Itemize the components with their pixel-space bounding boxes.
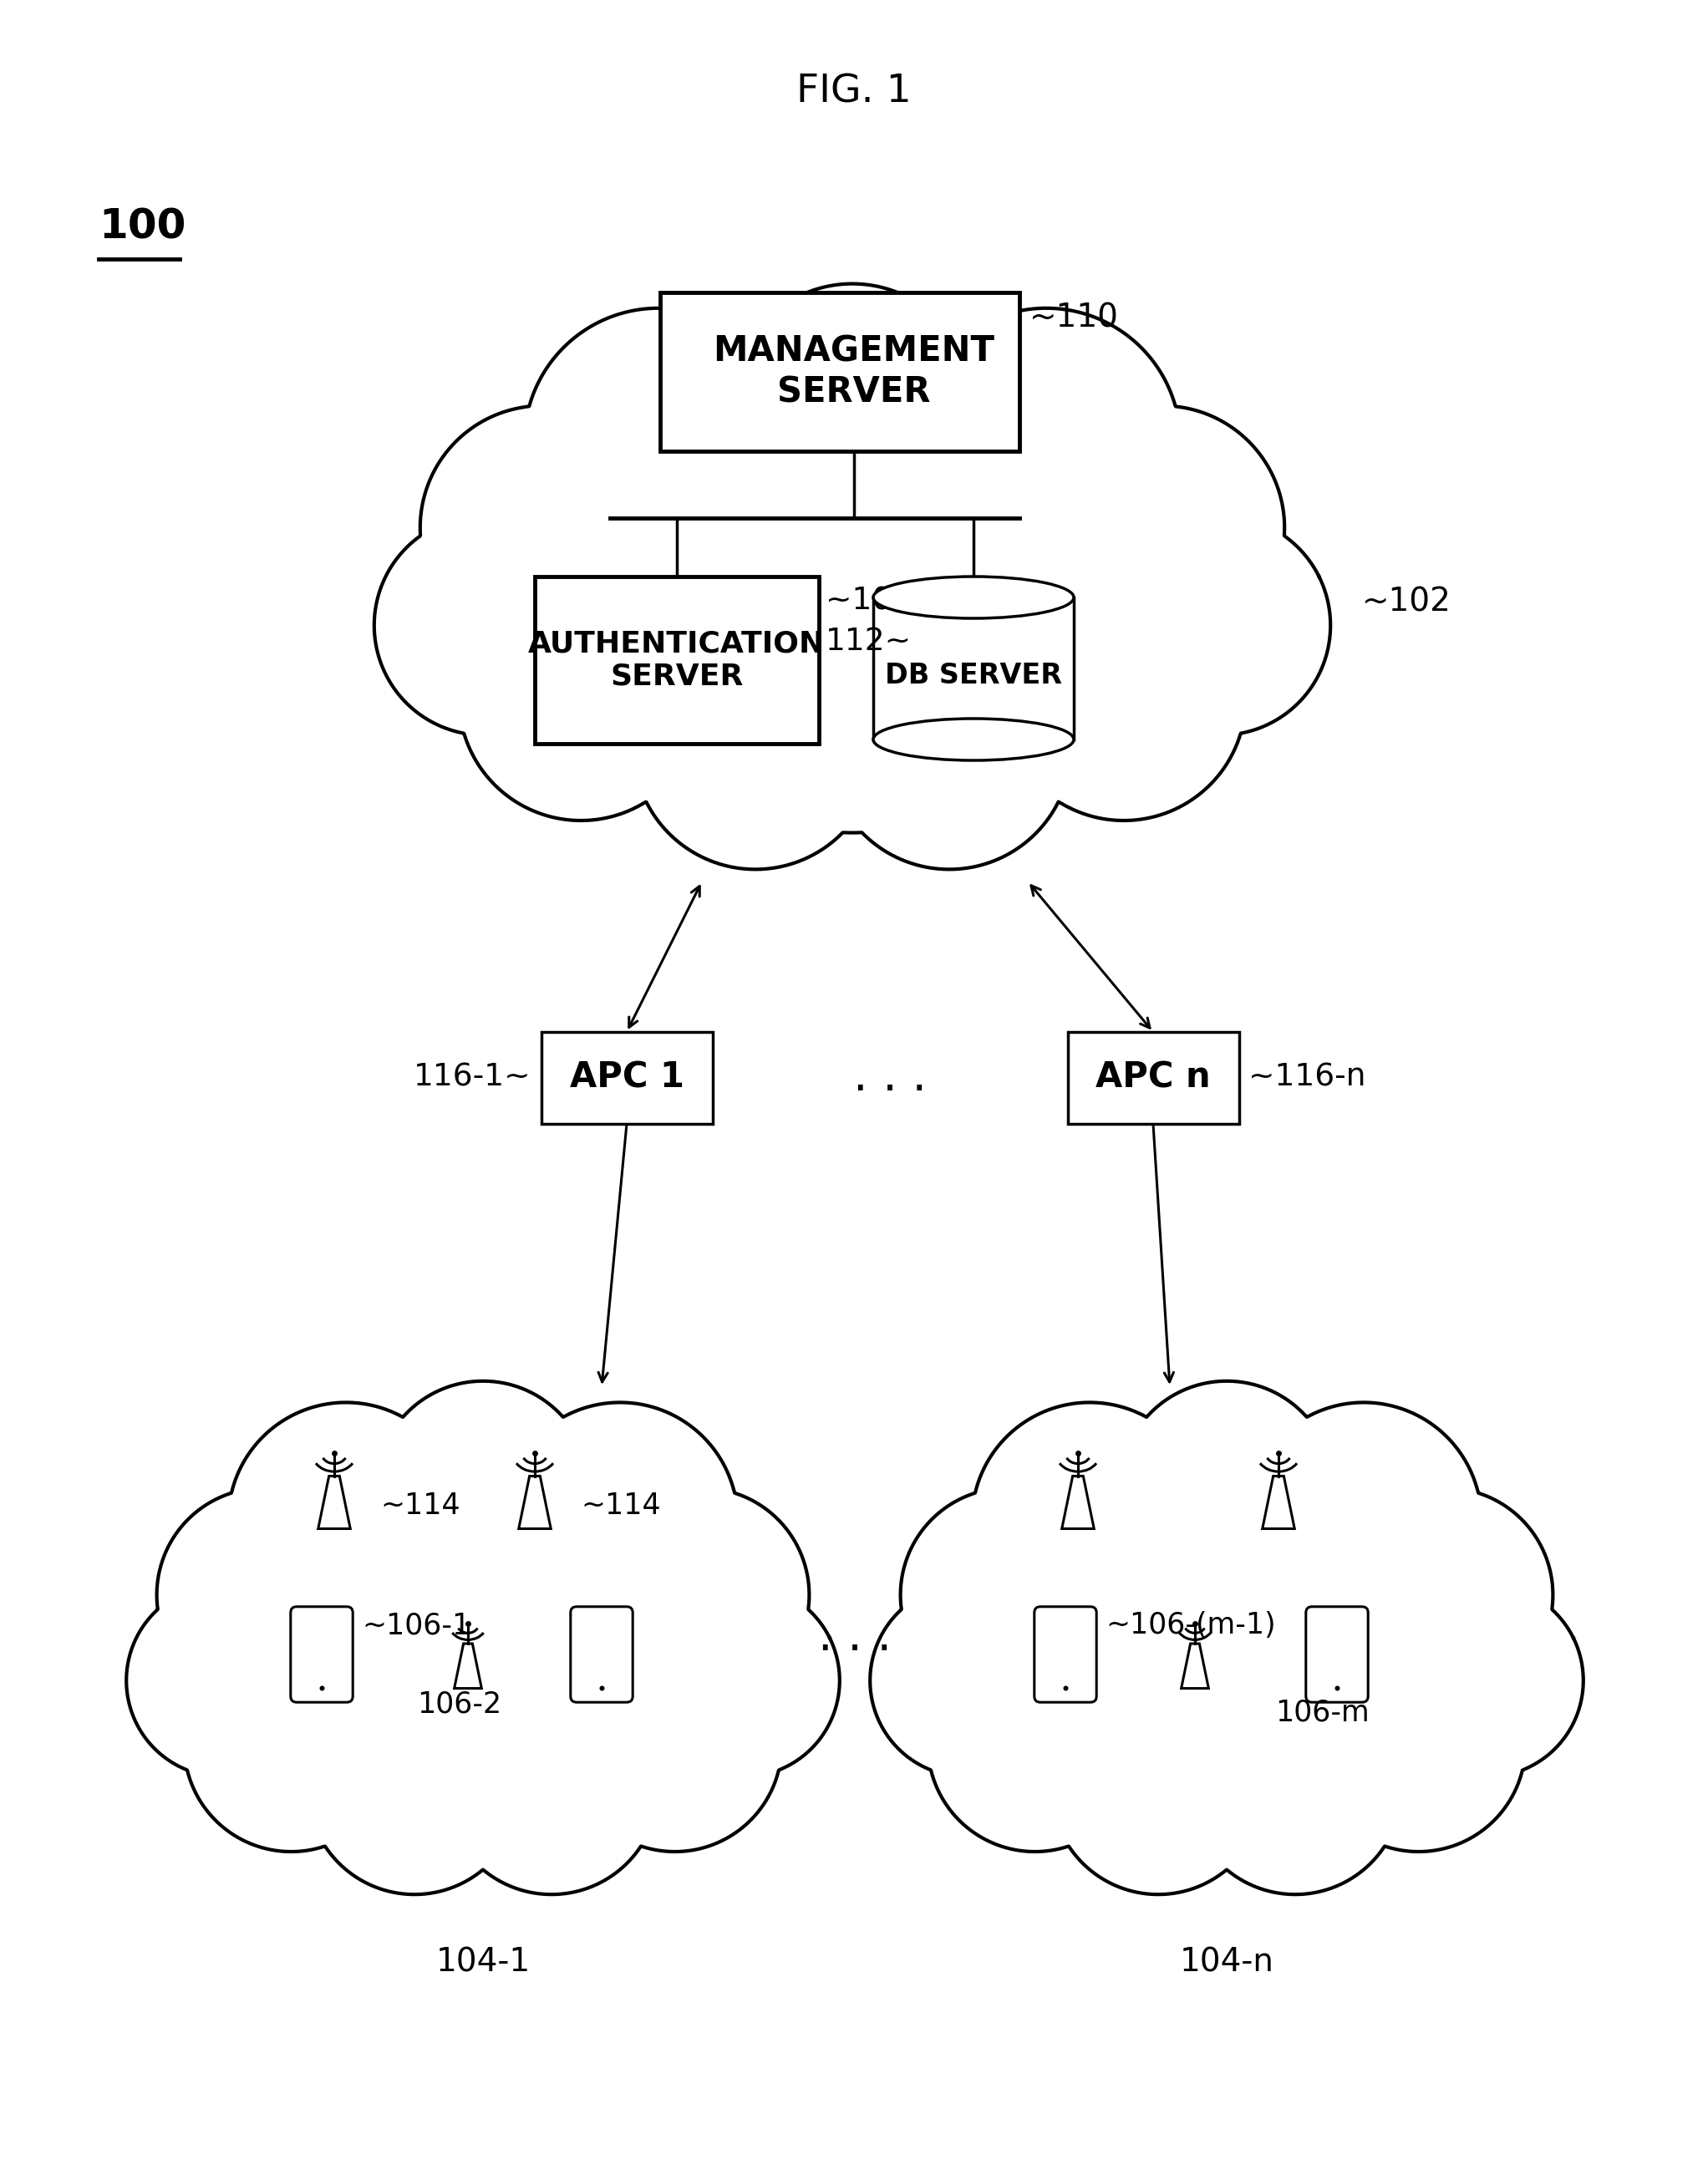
Text: 116-1~: 116-1~ — [413, 1063, 531, 1093]
Text: ~102: ~102 — [1361, 587, 1452, 617]
Text: ~106-1: ~106-1 — [362, 1611, 471, 1639]
Polygon shape — [1062, 1477, 1095, 1528]
Text: 104-1: 104-1 — [436, 1946, 529, 1979]
Text: FIG. 1: FIG. 1 — [796, 74, 912, 110]
Text: 106-2: 106-2 — [417, 1691, 502, 1719]
Text: ~116-n: ~116-n — [1249, 1063, 1366, 1093]
Text: ~114: ~114 — [581, 1492, 661, 1520]
FancyBboxPatch shape — [1035, 1606, 1097, 1702]
Text: ~108: ~108 — [825, 587, 912, 617]
Text: ~106-(m-1): ~106-(m-1) — [1105, 1611, 1276, 1639]
Polygon shape — [1182, 1643, 1209, 1689]
Text: MANAGEMENT
SERVER: MANAGEMENT SERVER — [714, 333, 994, 409]
Text: ~114: ~114 — [381, 1492, 459, 1520]
Ellipse shape — [873, 576, 1074, 619]
Text: DB SERVER: DB SERVER — [885, 660, 1062, 688]
Text: 112~: 112~ — [825, 626, 912, 656]
Text: APC n: APC n — [1095, 1061, 1211, 1095]
FancyBboxPatch shape — [1307, 1606, 1368, 1702]
Text: . . .: . . . — [818, 1615, 892, 1661]
FancyBboxPatch shape — [1068, 1033, 1238, 1124]
Polygon shape — [519, 1477, 552, 1528]
Polygon shape — [1262, 1477, 1295, 1528]
FancyBboxPatch shape — [535, 576, 818, 743]
Text: 106-m: 106-m — [1274, 1697, 1370, 1728]
Text: APC 1: APC 1 — [569, 1061, 683, 1095]
Text: 100: 100 — [99, 206, 186, 247]
FancyBboxPatch shape — [541, 1033, 712, 1124]
FancyBboxPatch shape — [570, 1606, 632, 1702]
Polygon shape — [318, 1477, 350, 1528]
FancyBboxPatch shape — [290, 1606, 354, 1702]
Text: . . .: . . . — [852, 1054, 927, 1100]
Text: AUTHENTICATION
SERVER: AUTHENTICATION SERVER — [528, 630, 825, 691]
Ellipse shape — [873, 719, 1074, 760]
Polygon shape — [454, 1643, 482, 1689]
Text: ~110: ~110 — [1030, 301, 1119, 333]
FancyBboxPatch shape — [659, 292, 1020, 450]
Text: 104-n: 104-n — [1180, 1946, 1274, 1979]
